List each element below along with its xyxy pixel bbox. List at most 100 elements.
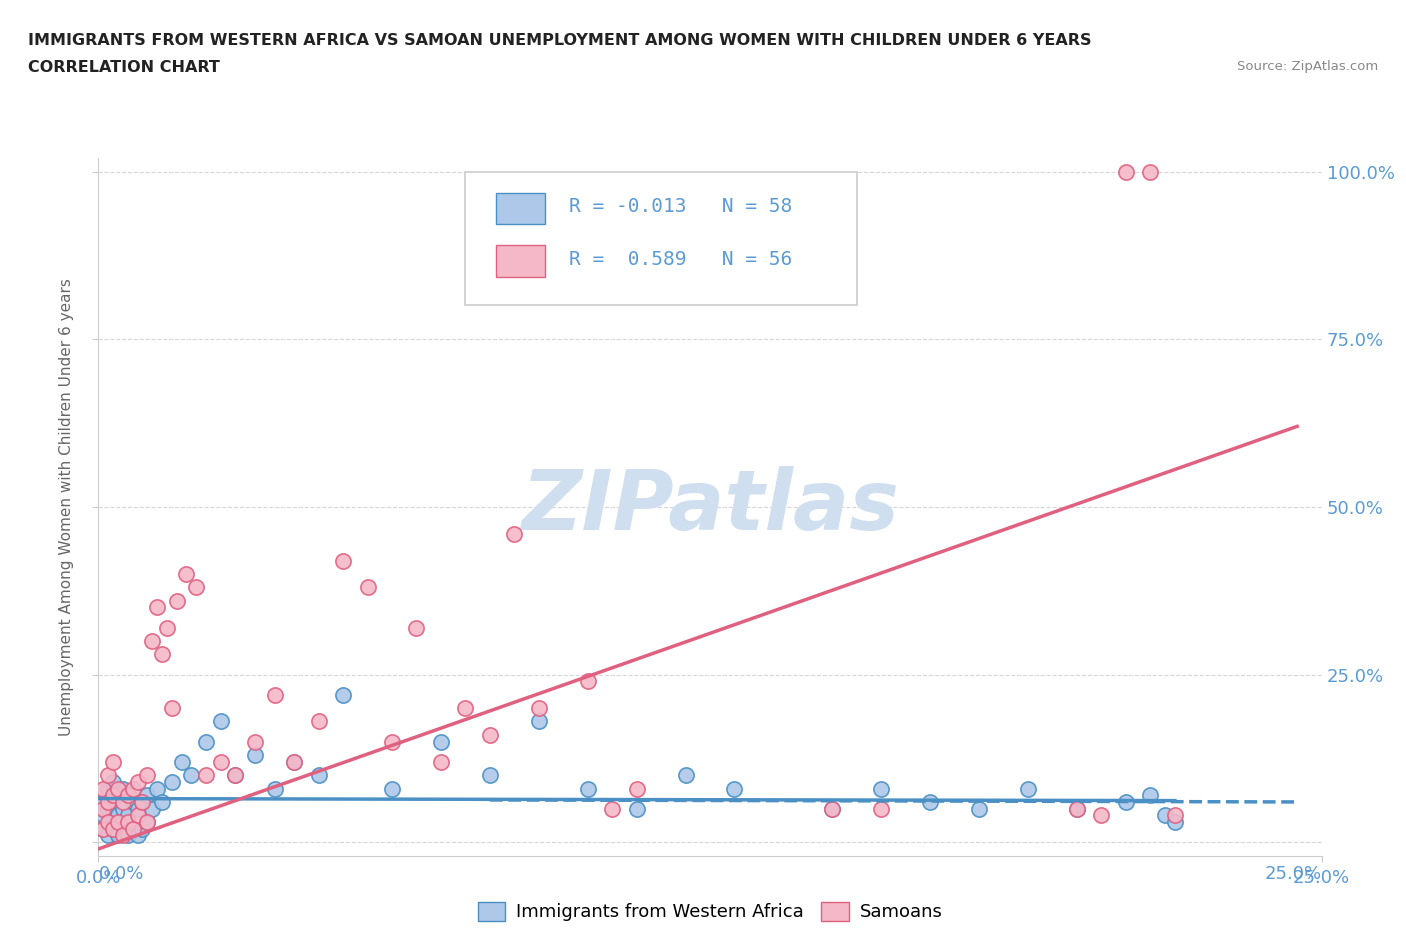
Point [478,727,501,742]
Point [127,828,149,843]
Point [117,788,139,803]
Point [150,794,173,809]
Point [478,767,501,782]
Point [111,794,134,809]
Point [111,802,134,817]
Point [870,781,893,796]
Point [332,687,354,702]
Point [136,767,159,782]
Point [101,754,124,769]
Point [1139,788,1161,803]
FancyBboxPatch shape [496,193,546,224]
Point [101,821,124,836]
Point [332,553,354,568]
Point [101,821,124,836]
FancyBboxPatch shape [465,172,856,305]
Point [675,767,697,782]
Point [107,828,129,843]
Point [176,566,198,581]
Point [180,767,202,782]
Text: ZIPatlas: ZIPatlas [522,466,898,548]
Point [111,821,134,836]
Point [127,775,149,790]
Point [870,802,893,817]
FancyBboxPatch shape [496,246,546,277]
Point [97,781,120,796]
Point [141,633,163,648]
Point [91,794,114,809]
Text: IMMIGRANTS FROM WESTERN AFRICA VS SAMOAN UNEMPLOYMENT AMONG WOMEN WITH CHILDREN : IMMIGRANTS FROM WESTERN AFRICA VS SAMOAN… [28,33,1091,47]
Text: 0.0%: 0.0% [98,865,143,883]
Point [121,781,143,796]
Point [121,821,143,836]
Point [1090,808,1112,823]
Point [127,808,149,823]
Point [209,754,232,769]
Point [195,734,218,749]
Point [1164,808,1187,823]
Point [723,781,745,796]
Text: R =  0.589   N = 56: R = 0.589 N = 56 [569,250,793,269]
Point [576,673,599,688]
Point [209,714,232,729]
Point [166,593,188,608]
Point [97,828,120,843]
Point [91,821,114,836]
Text: CORRELATION CHART: CORRELATION CHART [28,60,219,75]
Point [107,808,129,823]
Point [111,781,134,796]
Point [308,714,330,729]
Point [97,802,120,817]
Point [131,794,153,809]
Point [243,748,266,763]
Point [967,802,990,817]
Point [576,781,599,796]
Point [920,794,942,809]
Point [626,781,648,796]
Point [308,767,330,782]
Point [160,775,183,790]
Text: 25.0%: 25.0% [1264,865,1322,883]
Y-axis label: Unemployment Among Women with Children Under 6 years: Unemployment Among Women with Children U… [59,278,75,736]
Point [146,600,169,615]
Text: Source: ZipAtlas.com: Source: ZipAtlas.com [1237,60,1378,73]
Point [127,802,149,817]
Point [821,802,844,817]
Point [263,781,285,796]
Point [101,802,124,817]
Point [101,775,124,790]
Point [1017,781,1039,796]
Point [195,767,218,782]
Point [156,620,179,635]
Point [381,734,404,749]
Point [131,794,153,809]
Point [356,580,378,595]
Point [146,781,169,796]
Point [186,580,208,595]
Point [131,821,153,836]
Point [150,647,173,662]
Point [97,794,120,809]
Point [626,802,648,817]
Point [107,815,129,830]
Point [117,808,139,823]
Point [430,734,453,749]
Point [1154,808,1177,823]
Point [107,788,129,803]
Legend: Immigrants from Western Africa, Samoans: Immigrants from Western Africa, Samoans [472,897,948,927]
Point [821,802,844,817]
Point [136,815,159,830]
Point [117,788,139,803]
Point [91,808,114,823]
Point [136,815,159,830]
Point [136,788,159,803]
Point [111,828,134,843]
Point [170,754,193,769]
Point [97,815,120,830]
Point [117,828,139,843]
Point [117,815,139,830]
Point [141,802,163,817]
Point [503,526,526,541]
Point [283,754,305,769]
Text: R = -0.013   N = 58: R = -0.013 N = 58 [569,197,793,217]
